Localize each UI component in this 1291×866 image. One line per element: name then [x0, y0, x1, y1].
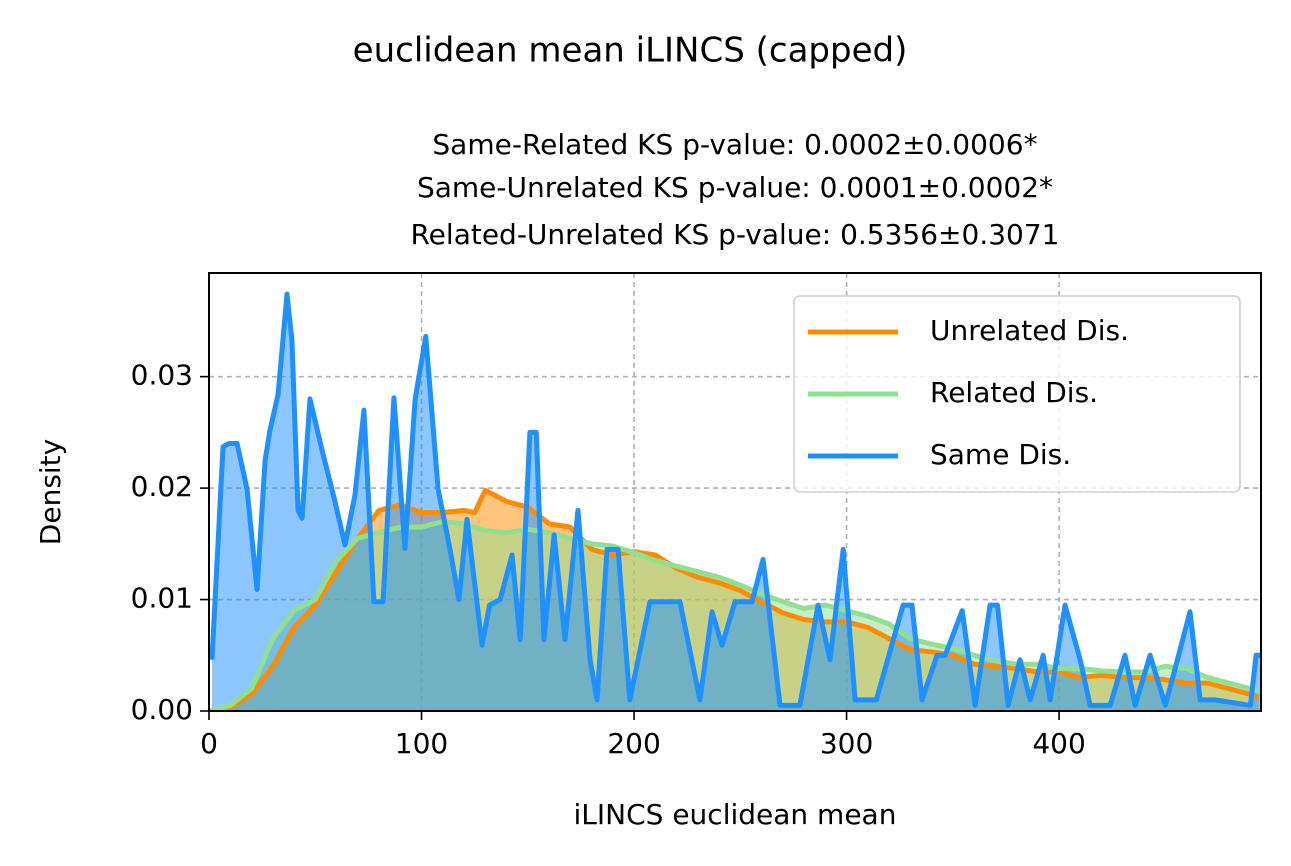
- density-area: [211, 294, 1261, 711]
- subtitle: Same-Unrelated KS p-value: 0.0001±0.0002…: [417, 171, 1053, 204]
- x-axis-label: iLINCS euclidean mean: [574, 798, 897, 831]
- y-axis-label: Density: [34, 439, 67, 545]
- y-tick-label: 0.01: [131, 582, 193, 615]
- subtitle: Related-Unrelated KS p-value: 0.5356±0.3…: [410, 218, 1059, 251]
- x-tick-label: 100: [395, 727, 448, 760]
- x-tick-label: 200: [607, 727, 660, 760]
- subtitle: Same-Related KS p-value: 0.0002±0.0006*: [432, 128, 1037, 161]
- legend-label: Related Dis.: [930, 376, 1098, 409]
- x-tick-label: 300: [820, 727, 873, 760]
- legend-label: Same Dis.: [930, 438, 1071, 471]
- y-tick-label: 0.02: [131, 470, 193, 503]
- y-tick-label: 0.00: [131, 693, 193, 726]
- density-line: [209, 291, 1261, 708]
- x-tick-label: 400: [1032, 727, 1085, 760]
- y-tick-label: 0.03: [131, 359, 193, 392]
- legend-box: [793, 295, 1241, 493]
- x-tick-label: 0: [200, 727, 218, 760]
- plot-frame: [208, 272, 1262, 712]
- chart-title: euclidean mean iLINCS (capped): [353, 31, 908, 71]
- legend-label: Unrelated Dis.: [930, 314, 1129, 347]
- plot-area: [209, 291, 1261, 711]
